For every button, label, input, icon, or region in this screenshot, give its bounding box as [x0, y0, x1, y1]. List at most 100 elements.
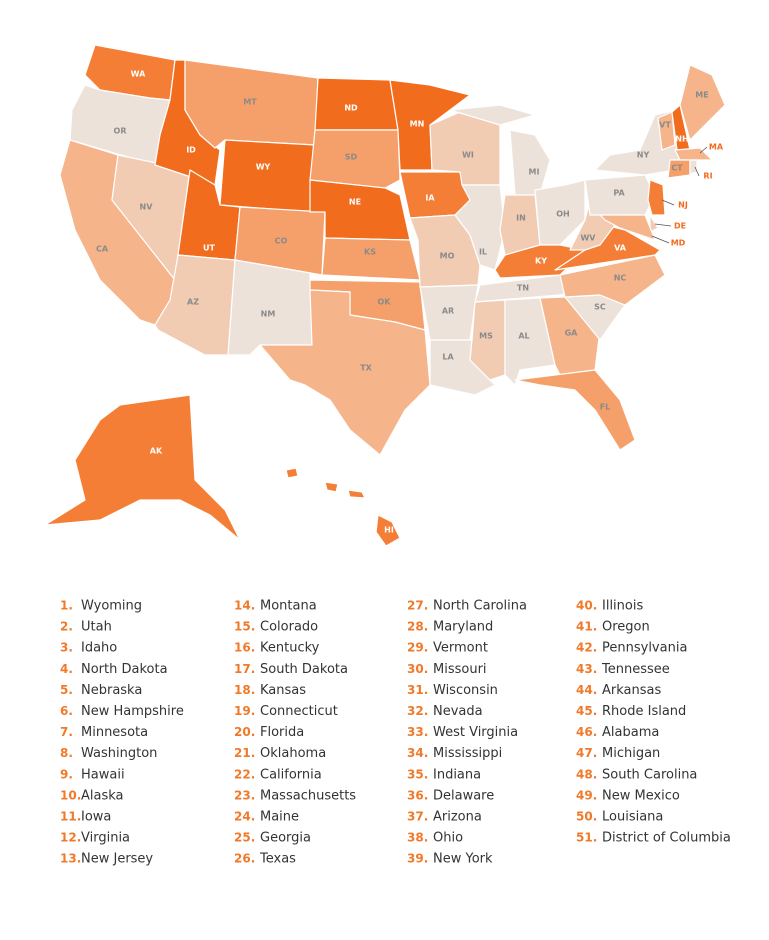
- rank-number: 14.: [234, 599, 255, 613]
- state-name: Delaware: [433, 788, 494, 803]
- rank-number: 15.: [234, 620, 255, 634]
- state-name: California: [260, 767, 322, 782]
- rank-number: 36.: [407, 788, 428, 802]
- rank-number: 25.: [234, 831, 255, 845]
- state-label: AK: [150, 447, 163, 456]
- map: [44, 44, 726, 547]
- state-name: North Dakota: [81, 662, 168, 677]
- state-name: Rhode Island: [602, 704, 686, 719]
- state-label: IL: [479, 248, 487, 257]
- state-label: UT: [203, 244, 215, 253]
- rank-number: 11.: [60, 810, 81, 824]
- state-label: MT: [243, 98, 257, 107]
- state-name: Maine: [260, 810, 299, 825]
- state-name: Vermont: [433, 641, 488, 656]
- state-shape: [647, 179, 666, 216]
- state-shape: [454, 184, 506, 271]
- rank-number: 16.: [234, 641, 255, 655]
- state-label: RI: [703, 172, 712, 181]
- rank-number: 24.: [234, 810, 255, 824]
- state-shape: [599, 214, 656, 241]
- rank-number: 6.: [60, 704, 73, 718]
- state-label: TX: [360, 364, 372, 373]
- rank-number: 4.: [60, 662, 73, 676]
- state-shape: [285, 467, 401, 547]
- state-name: Oregon: [602, 620, 650, 635]
- rank-number: 47.: [576, 746, 597, 760]
- rank-number: 34.: [407, 746, 428, 760]
- state-label: KY: [535, 257, 547, 266]
- rank-number: 13.: [60, 852, 81, 866]
- state-name: Wyoming: [81, 599, 142, 614]
- rank-number: 3.: [60, 641, 73, 655]
- rank-number: 30.: [407, 662, 428, 676]
- state-shape: [227, 259, 313, 356]
- state-name: New York: [433, 852, 493, 867]
- state-label: IA: [425, 194, 435, 203]
- state-shape: [657, 111, 676, 151]
- rank-number: 19.: [234, 704, 255, 718]
- rank-number: 46.: [576, 725, 597, 739]
- rank-number: 32.: [407, 704, 428, 718]
- leader-line: [699, 146, 708, 154]
- state-label: OK: [378, 298, 392, 307]
- map-labels: WA OR CA NV ID MT WY UT AZ CO NM ND SD NE KS OK TX MN IA MO…: [96, 70, 724, 535]
- state-name: Illinois: [602, 599, 643, 614]
- state-name: Washington: [81, 746, 157, 761]
- rank-number: 17.: [234, 662, 255, 676]
- state-label: WY: [256, 163, 271, 172]
- rank-number: 41.: [576, 620, 597, 634]
- state-label: LA: [442, 353, 454, 362]
- rank-number: 21.: [234, 746, 255, 760]
- rank-number: 27.: [407, 599, 428, 613]
- state-label: TN: [517, 284, 529, 293]
- state-name: Virginia: [81, 831, 130, 846]
- state-shape: [449, 104, 551, 196]
- state-label: WA: [131, 70, 146, 79]
- leader-line: [654, 223, 672, 227]
- state-shape: [321, 237, 421, 281]
- state-name: Iowa: [81, 810, 111, 825]
- state-label: ME: [695, 91, 708, 100]
- state-label: WI: [462, 151, 474, 160]
- state-name: Alabama: [602, 725, 659, 740]
- rank-number: 33.: [407, 725, 428, 739]
- state-name: Tennessee: [601, 662, 670, 677]
- state-shape: [219, 139, 316, 213]
- state-name: Mississippi: [433, 746, 502, 761]
- state-label: MN: [410, 120, 425, 129]
- rank-number: 18.: [234, 683, 255, 697]
- rank-number: 35.: [407, 767, 428, 781]
- state-name: Arizona: [433, 810, 482, 825]
- rank-number: 20.: [234, 725, 255, 739]
- state-label: NH: [675, 135, 688, 144]
- state-name: Texas: [259, 852, 296, 867]
- rank-number: 45.: [576, 704, 597, 718]
- state-name: New Jersey: [81, 852, 153, 867]
- state-label: AL: [518, 332, 529, 341]
- rank-number: 7.: [60, 725, 73, 739]
- state-name: Georgia: [260, 831, 311, 846]
- state-label: AZ: [187, 298, 199, 307]
- state-name: Colorado: [260, 620, 318, 635]
- leader-line: [694, 166, 700, 177]
- state-shape: [259, 289, 431, 456]
- rank-number: 28.: [407, 620, 428, 634]
- state-name: Massachusetts: [260, 788, 356, 803]
- rank-number: 23.: [234, 788, 255, 802]
- state-label: CO: [275, 237, 288, 246]
- state-name: Oklahoma: [260, 746, 326, 761]
- rank-number: 40.: [576, 599, 597, 613]
- state-name: District of Columbia: [602, 831, 731, 846]
- state-label: MO: [440, 252, 455, 261]
- state-shape: [649, 214, 659, 233]
- state-label: AR: [442, 307, 454, 316]
- state-name: Nevada: [433, 704, 483, 719]
- state-name: Missouri: [433, 662, 487, 677]
- state-label: NC: [614, 274, 627, 283]
- state-shape: [514, 369, 636, 451]
- state-label: SD: [345, 153, 358, 162]
- state-label: NE: [349, 198, 361, 207]
- leader-line: [661, 199, 675, 206]
- state-label: WV: [580, 234, 596, 243]
